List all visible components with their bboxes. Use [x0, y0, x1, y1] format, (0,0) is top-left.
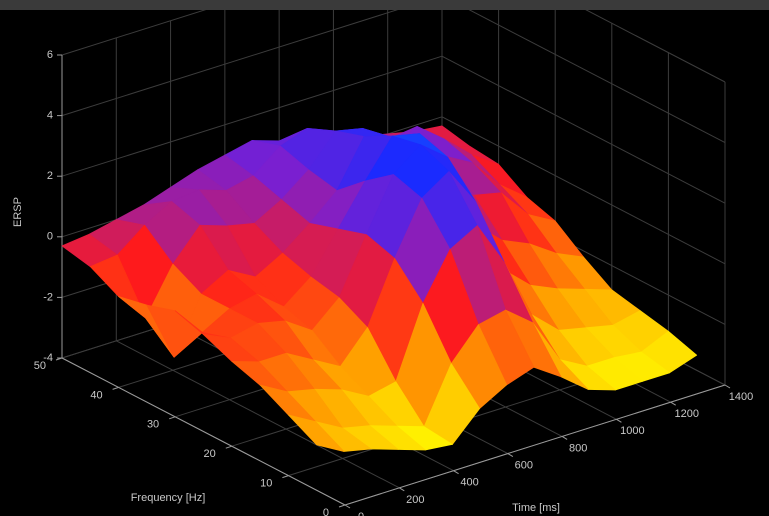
z-tick-label: -4	[43, 352, 53, 364]
labels: ERSP Frequency [Hz] Time [ms] 0200400600…	[12, 49, 753, 516]
top-bar	[0, 0, 769, 10]
z-tick-label: 0	[47, 231, 53, 243]
tick-mark	[670, 401, 676, 406]
x-tick-label: 1400	[729, 391, 753, 403]
x-axis	[344, 384, 726, 506]
tick-mark	[282, 475, 289, 479]
tick-mark	[344, 504, 351, 509]
x-tick-label: 600	[515, 459, 533, 471]
y-tick-label: 0	[323, 507, 329, 516]
y-tick-label: 40	[90, 389, 102, 401]
z-tick-label: 4	[47, 110, 53, 122]
x-tick-label: 800	[569, 442, 587, 454]
x-tick-label: 1200	[674, 408, 698, 420]
x-tick-label: 0	[358, 511, 364, 516]
y-tick-label: 30	[147, 419, 159, 431]
y-tick-label: 20	[204, 448, 216, 460]
x-tick-label: 400	[460, 477, 478, 489]
tick-mark	[724, 384, 731, 389]
surface-cell	[287, 414, 345, 452]
grid-line	[116, 340, 400, 489]
surface	[61, 125, 698, 452]
tick-mark	[453, 470, 459, 475]
x-tick-label: 200	[406, 494, 424, 506]
tick-mark	[338, 504, 346, 508]
tick-mark	[225, 445, 232, 449]
tick-mark	[507, 453, 514, 458]
tick-mark	[169, 416, 176, 420]
z-tick-label: 6	[47, 49, 53, 61]
tick-mark	[112, 386, 119, 390]
y-tick-label: 10	[260, 478, 272, 490]
tick-mark	[616, 418, 622, 423]
z-axis-label: ERSP	[12, 197, 24, 227]
z-tick-label: -2	[43, 291, 53, 303]
grid-line	[566, 0, 726, 83]
grid-line	[61, 55, 443, 177]
y-axis-label: Frequency [Hz]	[131, 492, 206, 504]
grid-line	[441, 55, 726, 204]
grid-line	[449, 0, 726, 144]
x-axis-label: Time [ms]	[512, 502, 560, 514]
grid-line	[441, 116, 726, 265]
grid-line	[61, 0, 430, 117]
tick-mark	[399, 487, 405, 492]
y-axis	[61, 357, 346, 506]
y-tick-label: 50	[34, 360, 46, 372]
grid-line	[61, 0, 238, 56]
z-tick-label: 2	[47, 170, 53, 182]
tick-mark	[561, 435, 568, 440]
x-tick-label: 1000	[620, 425, 644, 437]
